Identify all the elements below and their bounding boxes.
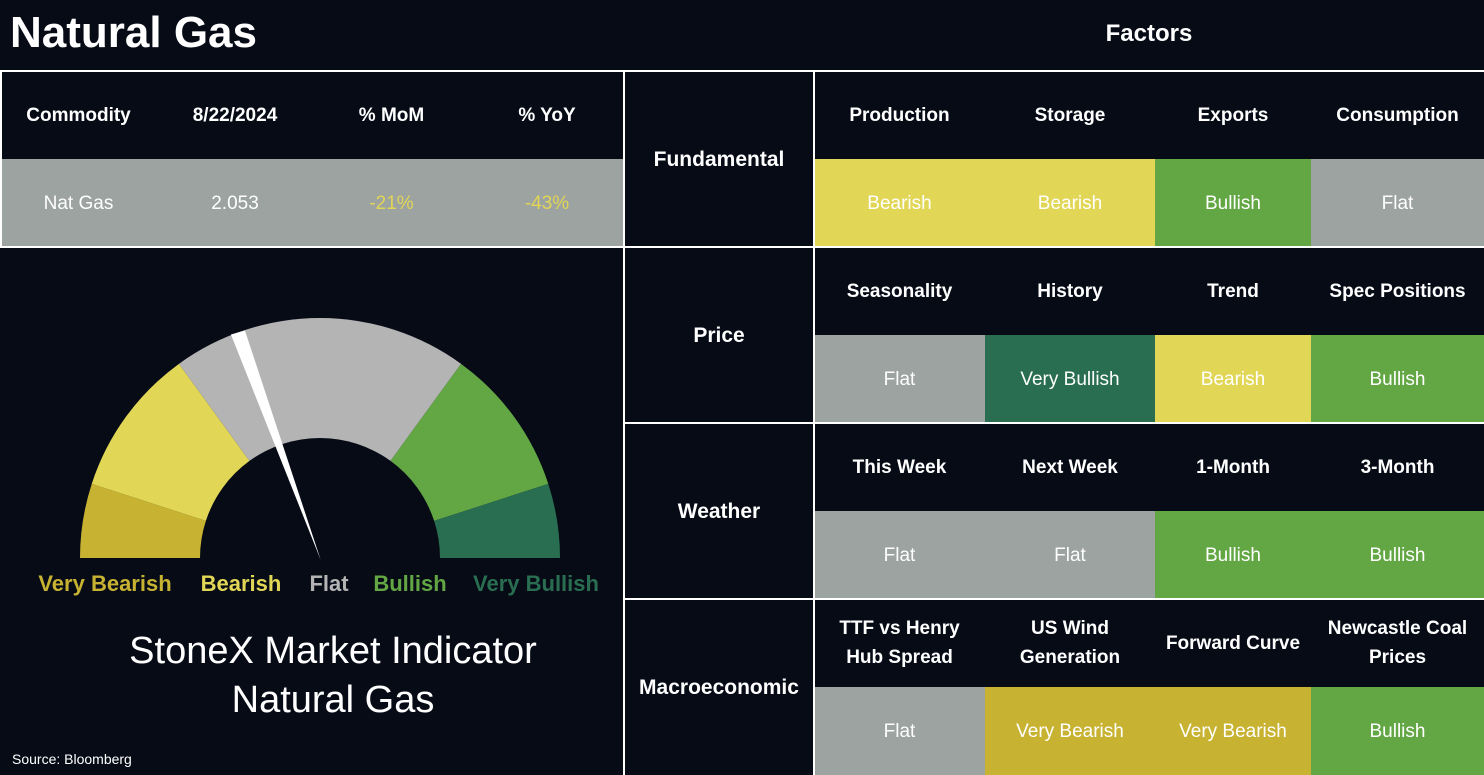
divider [0, 71, 2, 248]
factor-label: Forward Curve [1165, 632, 1301, 654]
factor-status: Flat [814, 511, 985, 599]
table-value: Nat Gas [0, 159, 157, 247]
gauge-segment [91, 363, 250, 521]
gauge-segment [80, 483, 206, 558]
factor-label: Exports [1197, 104, 1269, 126]
factor-group: Fundamental [653, 147, 785, 171]
factor-label: TTF vs Henry Hub Spread [839, 618, 960, 668]
factor-status: Flat [814, 687, 985, 775]
divider [0, 246, 1484, 248]
factor-label: Newcastle Coal Prices [1327, 618, 1468, 668]
gauge-segment [434, 483, 560, 558]
factor-status: Bearish [985, 159, 1155, 247]
factor-label: Seasonality [846, 280, 953, 302]
divider [624, 598, 1484, 600]
gauge-label: Bullish [373, 571, 446, 596]
factor-status: Very Bearish [1155, 687, 1311, 775]
gauge: Very Bearish Bearish Flat Bullish Very Bulli… [38, 318, 599, 596]
factor-group: Weather [677, 499, 761, 523]
gauge-label: Very Bearish [38, 571, 171, 596]
factor-status: Very Bearish [985, 687, 1155, 775]
divider [0, 70, 1484, 72]
factor-label: Production [849, 104, 950, 126]
divider [623, 71, 625, 775]
factor-status: Bearish [1155, 335, 1311, 423]
factors-title: Factors [1105, 20, 1193, 47]
factor-label: Consumption [1336, 104, 1459, 126]
factor-group: Macroeconomic [639, 675, 799, 699]
gauge-label: Very Bullish [473, 571, 599, 596]
factor-label: Trend [1207, 280, 1259, 302]
factor-status: Flat [814, 335, 985, 423]
factor-status: Bullish [1155, 159, 1311, 247]
table-value: -21% [313, 159, 470, 247]
gauge-label: Flat [309, 571, 349, 596]
factor-label: US Wind Generation [1019, 618, 1121, 668]
divider [813, 71, 815, 775]
factor-label: Next Week [1022, 456, 1118, 478]
table-header: % MoM [358, 104, 425, 126]
table-value: 2.053 [157, 159, 313, 247]
factor-status: Flat [1311, 159, 1484, 247]
factor-status: Very Bullish [985, 335, 1155, 423]
factor-label: 1-Month [1196, 456, 1270, 478]
source-note: Source: Bloomberg [12, 751, 132, 767]
factor-label: 3-Month [1360, 456, 1435, 478]
table-value: -43% [470, 159, 624, 247]
factor-label: History [1037, 280, 1103, 302]
factor-status: Bullish [1311, 335, 1484, 423]
factor-status: Bearish [814, 159, 985, 247]
factor-status: Bullish [1155, 511, 1311, 599]
page-title: Natural Gas [10, 8, 257, 57]
factor-group: Price [693, 323, 745, 347]
table-header: 8/22/2024 [192, 104, 278, 126]
gauge-caption: Natural Gas [231, 679, 435, 721]
factor-label: This Week [852, 456, 947, 478]
gauge-label: Bearish [201, 571, 282, 596]
gauge-needle [230, 330, 321, 560]
factor-status: Bullish [1311, 511, 1484, 599]
factor-status: Flat [985, 511, 1155, 599]
table-header: Commodity [26, 104, 131, 126]
gauge-segment [390, 363, 549, 521]
table-header: % YoY [518, 104, 576, 126]
divider [624, 422, 1484, 424]
factor-label: Storage [1034, 104, 1106, 126]
factor-label: Spec Positions [1329, 280, 1466, 302]
gauge-caption: StoneX Market Indicator [129, 630, 537, 672]
factor-status: Bullish [1311, 687, 1484, 775]
